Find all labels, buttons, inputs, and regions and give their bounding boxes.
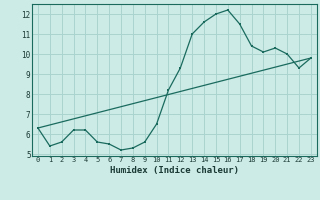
X-axis label: Humidex (Indice chaleur): Humidex (Indice chaleur) (110, 166, 239, 175)
